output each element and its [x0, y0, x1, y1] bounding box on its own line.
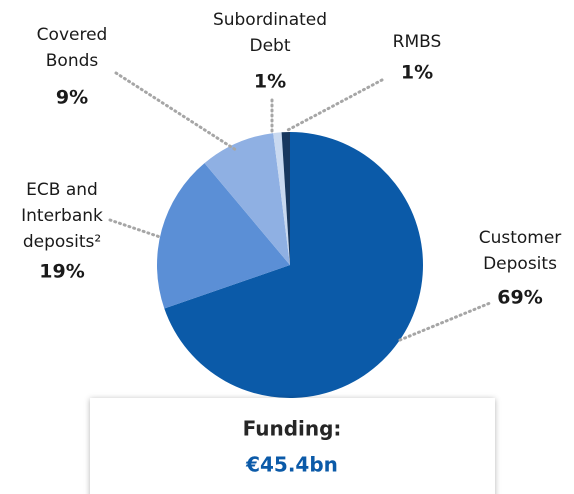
slice-label: Customer Deposits — [479, 228, 562, 274]
value-label: 19% — [39, 261, 84, 283]
slice-label: Covered Bonds — [37, 25, 108, 71]
pie-slice — [164, 132, 424, 398]
slice-label: RMBS — [393, 32, 442, 52]
annotation-value: €45.4bn — [245, 453, 338, 477]
leader-line — [114, 71, 238, 152]
value-label: 9% — [56, 87, 88, 109]
value-label: 69% — [497, 287, 542, 309]
slice-label: ECB and Interbank deposits² — [21, 180, 103, 252]
pie — [157, 132, 424, 398]
pie-slice — [273, 132, 290, 265]
slice-label: Subordinated Debt — [213, 10, 327, 56]
leader-line — [284, 78, 384, 133]
value-label: 1% — [401, 62, 433, 84]
leader-line — [398, 301, 492, 342]
summary-box — [90, 398, 495, 494]
value-label: 1% — [254, 71, 286, 93]
pie-slice — [157, 163, 290, 309]
pie-slice — [204, 133, 290, 265]
leader-line — [108, 218, 162, 239]
labels: Customer Deposits 69% ECB and Interbank depos… — [21, 10, 562, 342]
annotation-title: Funding: — [243, 417, 342, 441]
pie-slice — [281, 132, 290, 265]
